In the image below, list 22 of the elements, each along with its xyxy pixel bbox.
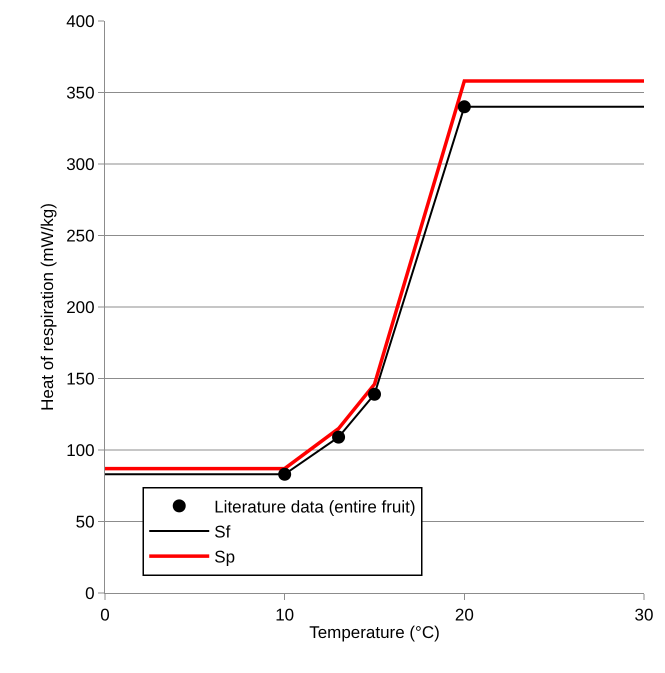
y-tick-label: 400 (66, 12, 95, 31)
x-axis-title: Temperature (°C) (309, 622, 440, 642)
x-tick-label: 10 (275, 605, 294, 624)
point (332, 430, 346, 444)
x-tick-label: 0 (100, 605, 110, 624)
y-axis-title: Heat of respiration (mW/kg) (38, 203, 57, 411)
legend-label: Sp (214, 548, 236, 567)
y-tick-label: 350 (66, 83, 95, 102)
y-tick-label: 300 (66, 154, 95, 174)
y-tick-label: 50 (76, 512, 95, 532)
point (368, 388, 381, 401)
y-tick-label: 100 (66, 440, 95, 460)
point (458, 100, 471, 114)
y-tick-label: 250 (66, 226, 95, 246)
legend-label: Literature data (entire fruit) (214, 498, 416, 517)
legend-label: Sf (214, 522, 231, 542)
point (278, 468, 292, 481)
y-tick-label: 200 (66, 298, 95, 317)
y-tick-label: 150 (66, 369, 95, 388)
y-tick-label: 0 (85, 584, 95, 603)
x-tick-label: 20 (454, 605, 474, 624)
x-tick-label: 30 (634, 605, 654, 624)
